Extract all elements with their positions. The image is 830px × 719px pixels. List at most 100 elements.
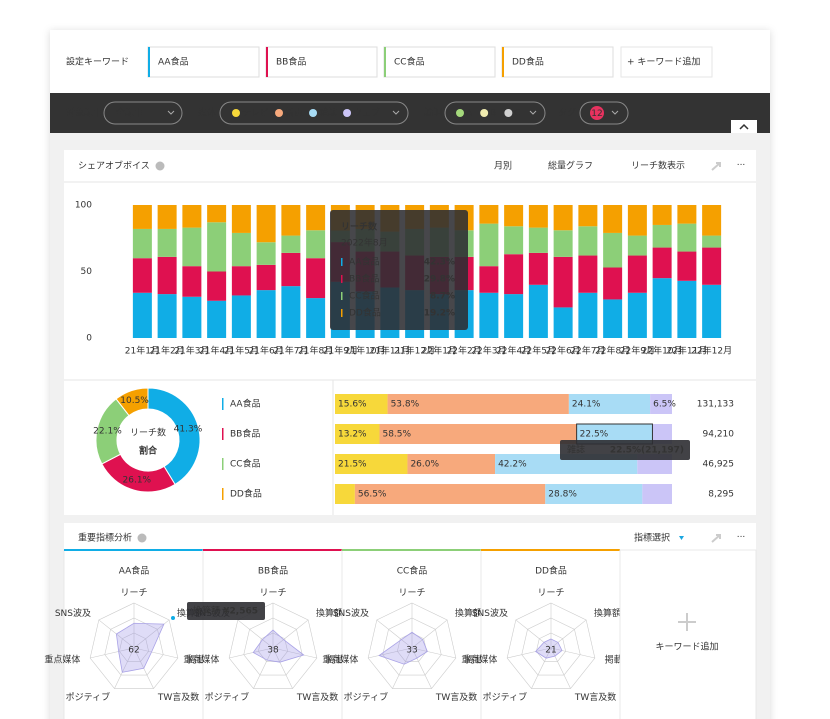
x-tick-label: 21年2月 (150, 345, 185, 357)
keyword-input[interactable] (147, 46, 260, 78)
x-tick-label: 22年6月 (546, 345, 581, 357)
panel-name: BB食品 (258, 565, 288, 577)
bar-segment (132, 292, 152, 338)
share-icon[interactable] (711, 162, 721, 171)
bar-segment (504, 205, 524, 227)
bar-segment (132, 228, 152, 259)
tooltip-value: 29.8% (424, 275, 455, 285)
bar-segment (281, 235, 301, 253)
media-name: 雑誌 (319, 107, 337, 119)
metric-panel (341, 549, 482, 719)
x-tick-label: 21年3月 (174, 345, 209, 357)
bar-segment (207, 300, 227, 338)
view-tab[interactable]: 月別 (494, 161, 512, 172)
media-segment (652, 424, 672, 444)
panel-accent (481, 549, 620, 551)
x-tick-label: 22年8月 (595, 345, 630, 357)
bar-segment (553, 230, 573, 257)
share-icon[interactable] (711, 534, 721, 543)
media-segment (545, 484, 643, 504)
segment-label: 6.5% (653, 400, 676, 410)
radar-spoke (253, 647, 274, 689)
dropdown[interactable] (219, 101, 409, 125)
radar-axis-label: ポジティブ (66, 691, 110, 703)
legend-marker (222, 428, 224, 440)
keyword-add[interactable] (620, 46, 713, 78)
more-icon[interactable]: ··· (737, 533, 746, 543)
row-name: BB食品 (230, 428, 260, 440)
bar-segment (528, 205, 548, 228)
panel-accent (64, 549, 203, 551)
radar-spoke (133, 647, 178, 659)
keyword-input[interactable] (383, 46, 496, 78)
keyword-input[interactable] (265, 46, 378, 78)
bar-segment (528, 284, 548, 338)
metric-selector[interactable]: 指標選択 (634, 532, 670, 544)
legend-marker (222, 398, 224, 410)
filter-label: 対象記事 (66, 107, 102, 119)
keyword-color (148, 47, 150, 77)
radar-grid (119, 632, 149, 662)
segment-label: 53.8% (391, 400, 420, 410)
y-tick-label: 100 (75, 201, 92, 211)
radar-axis-label: 重点媒体 (183, 654, 219, 666)
tooltip-name: DD食品 (349, 307, 381, 319)
tone-dot (480, 109, 489, 117)
row-total: 94,210 (703, 430, 735, 440)
x-tick-label: 22年7月 (570, 345, 605, 357)
view-tab[interactable]: リーチ数表示 (631, 160, 685, 172)
bar-segment (578, 205, 598, 227)
bar-segment (627, 292, 647, 338)
bar-segment (702, 247, 722, 285)
keyword-color (384, 47, 386, 77)
bar-segment (553, 256, 573, 308)
bar-segment (306, 205, 326, 231)
x-tick-label: 22年12月 (691, 345, 732, 357)
segment-label: 22.5% (580, 430, 609, 440)
filter-bar (50, 93, 770, 133)
tooltip-value: 42.3% (424, 258, 455, 268)
keyword-input[interactable] (501, 46, 614, 78)
radar-grid (506, 602, 596, 689)
view-tab[interactable]: 総量グラフ (548, 160, 593, 172)
media-segment (379, 424, 577, 444)
more-icon[interactable]: ··· (737, 161, 746, 171)
donut-slice (115, 387, 149, 417)
dropdown[interactable] (103, 101, 183, 125)
keyword-label: 設定キーワード (66, 56, 129, 68)
radar-axis-label: 換算額 (316, 607, 343, 619)
collapse-tab[interactable] (731, 120, 757, 133)
x-tick-label: 21年7月 (273, 345, 308, 357)
x-tick-label: 22年9月 (620, 345, 655, 357)
tone-name: C (514, 109, 520, 119)
bar-segment (306, 258, 326, 299)
bar-segment (603, 205, 623, 233)
tooltip-marker (341, 275, 343, 283)
tooltip-date: 2022年8月 (341, 237, 388, 249)
bar-segment (677, 205, 697, 224)
tooltip-title: リーチ数 (341, 221, 378, 233)
panel-name: CC食品 (397, 565, 428, 577)
x-tick-label: 21年4月 (199, 345, 234, 357)
radar-spoke (229, 647, 274, 659)
bar-segment (207, 205, 227, 223)
help-icon[interactable] (155, 161, 165, 171)
dropdown[interactable] (579, 101, 629, 125)
add-panel[interactable] (619, 549, 757, 719)
tooltip-value: 8.7% (430, 292, 455, 302)
radar-axis-label: SNS波及 (333, 607, 369, 619)
x-tick-label: 21年11月 (369, 345, 410, 357)
row-total: 46,925 (703, 460, 735, 470)
bar-segment (479, 223, 499, 267)
dropdown[interactable] (444, 101, 546, 125)
help-icon[interactable] (137, 533, 147, 543)
keyword-text: DD食品 (512, 56, 544, 68)
bar-segment (627, 255, 647, 293)
x-tick-label: 21年5月 (224, 345, 259, 357)
radar-spoke (376, 619, 413, 649)
row-name: DD食品 (230, 488, 262, 500)
bar-segment (231, 232, 251, 267)
bar-segment (281, 205, 301, 236)
bar-segment (504, 254, 524, 295)
bar-segment (528, 227, 548, 253)
